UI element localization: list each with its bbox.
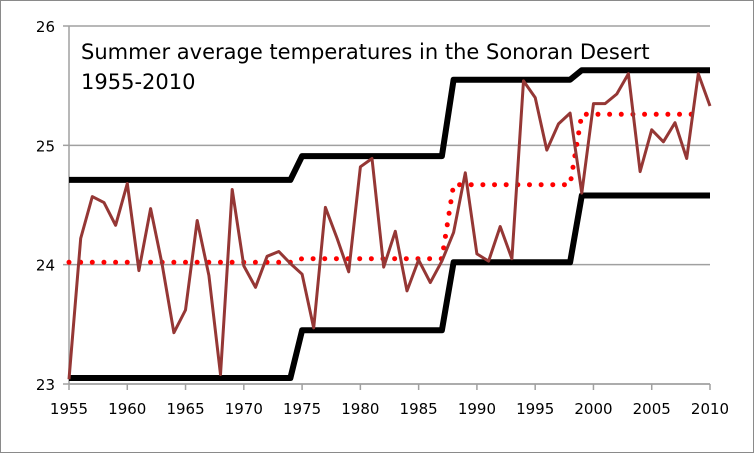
- y-tick-label: 26: [36, 18, 55, 36]
- series-lines: [66, 67, 712, 381]
- lower-band-line: [69, 192, 710, 381]
- chart-title-line-1: Summer average temperatures in the Sonor…: [81, 40, 650, 64]
- x-tick-label: 1985: [400, 400, 438, 418]
- x-tick-label: 1990: [458, 400, 496, 418]
- upper-band-line: [69, 67, 710, 183]
- temperature-line: [67, 72, 712, 380]
- x-tick-label: 2000: [574, 400, 612, 418]
- y-tick-label: 25: [36, 137, 55, 155]
- y-tick-label: 23: [36, 376, 55, 394]
- x-tick-label: 1980: [341, 400, 379, 418]
- x-tick-label: 2010: [691, 400, 729, 418]
- x-tick-label: 1970: [225, 400, 263, 418]
- y-tick-label: 24: [36, 257, 55, 275]
- x-tick-label: 1955: [50, 400, 88, 418]
- mean-dotted-line: [66, 111, 701, 265]
- x-tick-label: 1995: [516, 400, 554, 418]
- tick-labels: 23 24 25 26 1955 1960 1965 1970 1975 1980 1985 1990…: [36, 18, 729, 418]
- x-tick-label: 1960: [108, 400, 146, 418]
- x-tick-label: 1965: [166, 400, 204, 418]
- x-tick-label: 2005: [633, 400, 671, 418]
- chart-title-line-2: 1955-2010: [81, 70, 195, 94]
- x-tick-label: 1975: [283, 400, 321, 418]
- axes: [63, 25, 711, 390]
